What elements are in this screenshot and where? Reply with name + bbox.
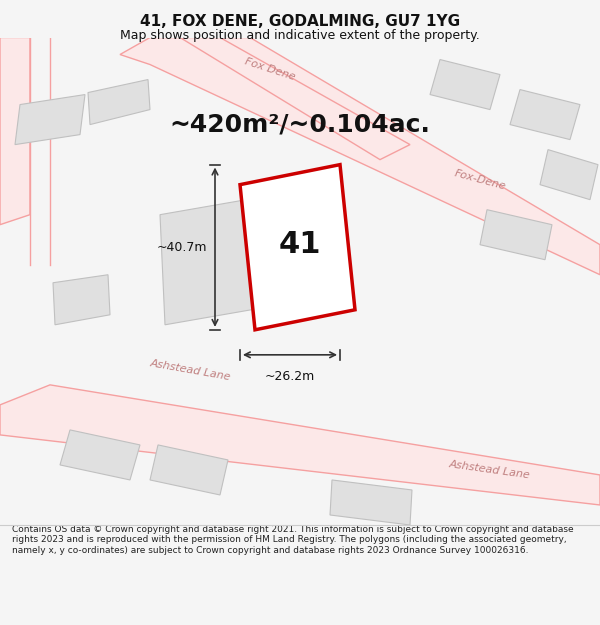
Polygon shape xyxy=(15,94,85,144)
Polygon shape xyxy=(330,480,412,525)
Polygon shape xyxy=(160,194,280,325)
Text: Map shows position and indicative extent of the property.: Map shows position and indicative extent… xyxy=(120,29,480,42)
Polygon shape xyxy=(430,59,500,109)
Text: Contains OS data © Crown copyright and database right 2021. This information is : Contains OS data © Crown copyright and d… xyxy=(12,525,574,555)
Polygon shape xyxy=(88,79,150,124)
Text: Fox Dene: Fox Dene xyxy=(244,57,296,82)
Polygon shape xyxy=(480,209,552,260)
Polygon shape xyxy=(540,149,598,199)
Text: 41, FOX DENE, GODALMING, GU7 1YG: 41, FOX DENE, GODALMING, GU7 1YG xyxy=(140,14,460,29)
Polygon shape xyxy=(60,430,140,480)
Polygon shape xyxy=(180,38,410,159)
Text: ~420m²/~0.104ac.: ~420m²/~0.104ac. xyxy=(170,112,430,137)
Polygon shape xyxy=(53,275,110,325)
Text: ~40.7m: ~40.7m xyxy=(157,241,207,254)
Polygon shape xyxy=(120,38,600,275)
Text: Fox-Dene: Fox-Dene xyxy=(453,168,507,191)
Polygon shape xyxy=(0,385,600,505)
Polygon shape xyxy=(0,38,30,225)
Polygon shape xyxy=(510,89,580,139)
Polygon shape xyxy=(240,164,355,330)
Polygon shape xyxy=(150,445,228,495)
Text: Ashstead Lane: Ashstead Lane xyxy=(149,357,231,382)
Text: Ashstead Lane: Ashstead Lane xyxy=(449,459,531,481)
Text: ~26.2m: ~26.2m xyxy=(265,370,315,383)
Text: 41: 41 xyxy=(279,230,321,259)
